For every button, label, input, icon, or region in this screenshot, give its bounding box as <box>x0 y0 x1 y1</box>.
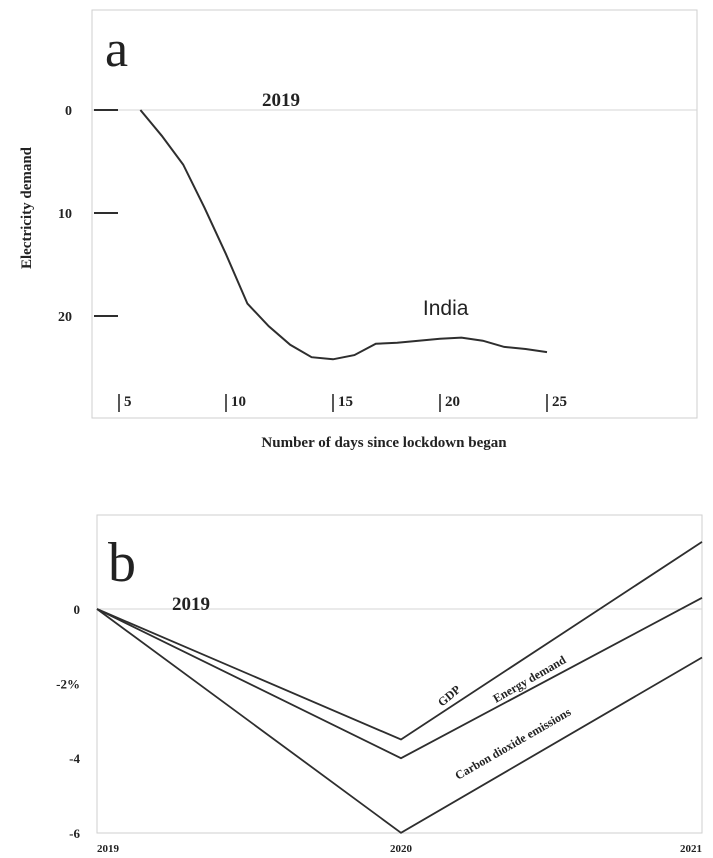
panel-a-x-axis: 5 10 15 20 25 <box>118 394 567 412</box>
panel-b-y-axis: 0 -2% -4 -6 <box>56 602 80 841</box>
panel-b: b 2019 0 -2% -4 -6 2019 2020 2021 GDP Energy d… <box>56 514 703 855</box>
panel-b-series-line <box>96 541 703 741</box>
panel-b-series-line <box>96 597 703 760</box>
panel-b-label: b <box>108 532 136 594</box>
panel-a-x-tick-label: 5 <box>124 394 132 410</box>
panel-a-y-tick-label: 0 <box>65 104 72 119</box>
panel-b-y-tick-label: -4 <box>69 751 80 766</box>
panel-a-series-label-india: India <box>423 297 469 320</box>
panel-b-series-line <box>96 608 703 834</box>
panel-a-reference-label: 2019 <box>262 90 300 111</box>
panel-a-x-tick-label: 25 <box>552 394 567 410</box>
panel-a-y-axis: 0 10 20 <box>58 104 118 325</box>
panel-a-x-label: Number of days since lockdown began <box>261 435 507 451</box>
panel-a-frame <box>91 9 698 419</box>
panel-a-y-tick-label: 20 <box>58 310 72 325</box>
panel-b-y-tick-label: 0 <box>74 602 81 617</box>
panel-b-y-tick-label: -6 <box>69 826 80 841</box>
panel-b-series-label: GDP <box>435 682 463 709</box>
panel-b-x-tick-label: 2020 <box>390 843 413 855</box>
panel-a-x-tick-label: 15 <box>338 394 353 410</box>
panel-b-y-tick-label: -2% <box>56 677 80 692</box>
panel-b-series-label: Energy demand <box>491 652 569 705</box>
panel-a-y-tick-label: 10 <box>58 207 72 222</box>
panel-b-reference-label: 2019 <box>172 594 210 615</box>
panel-a-y-label: Electricity demand <box>19 146 35 269</box>
panel-b-x-axis: 2019 2020 2021 <box>97 843 702 855</box>
panel-a-series-india <box>139 109 548 361</box>
panel-b-x-tick-label: 2019 <box>97 843 120 855</box>
panel-b-frame <box>96 514 703 834</box>
panel-a-x-tick-label: 10 <box>231 394 246 410</box>
panel-a-label: a <box>105 21 128 78</box>
panel-b-series <box>96 541 703 834</box>
panel-a: a 2019 0 10 20 5 10 15 20 25 Electricity deman… <box>19 9 698 451</box>
panel-b-x-tick-label: 2021 <box>680 843 702 855</box>
panel-a-x-tick-label: 20 <box>445 394 460 410</box>
